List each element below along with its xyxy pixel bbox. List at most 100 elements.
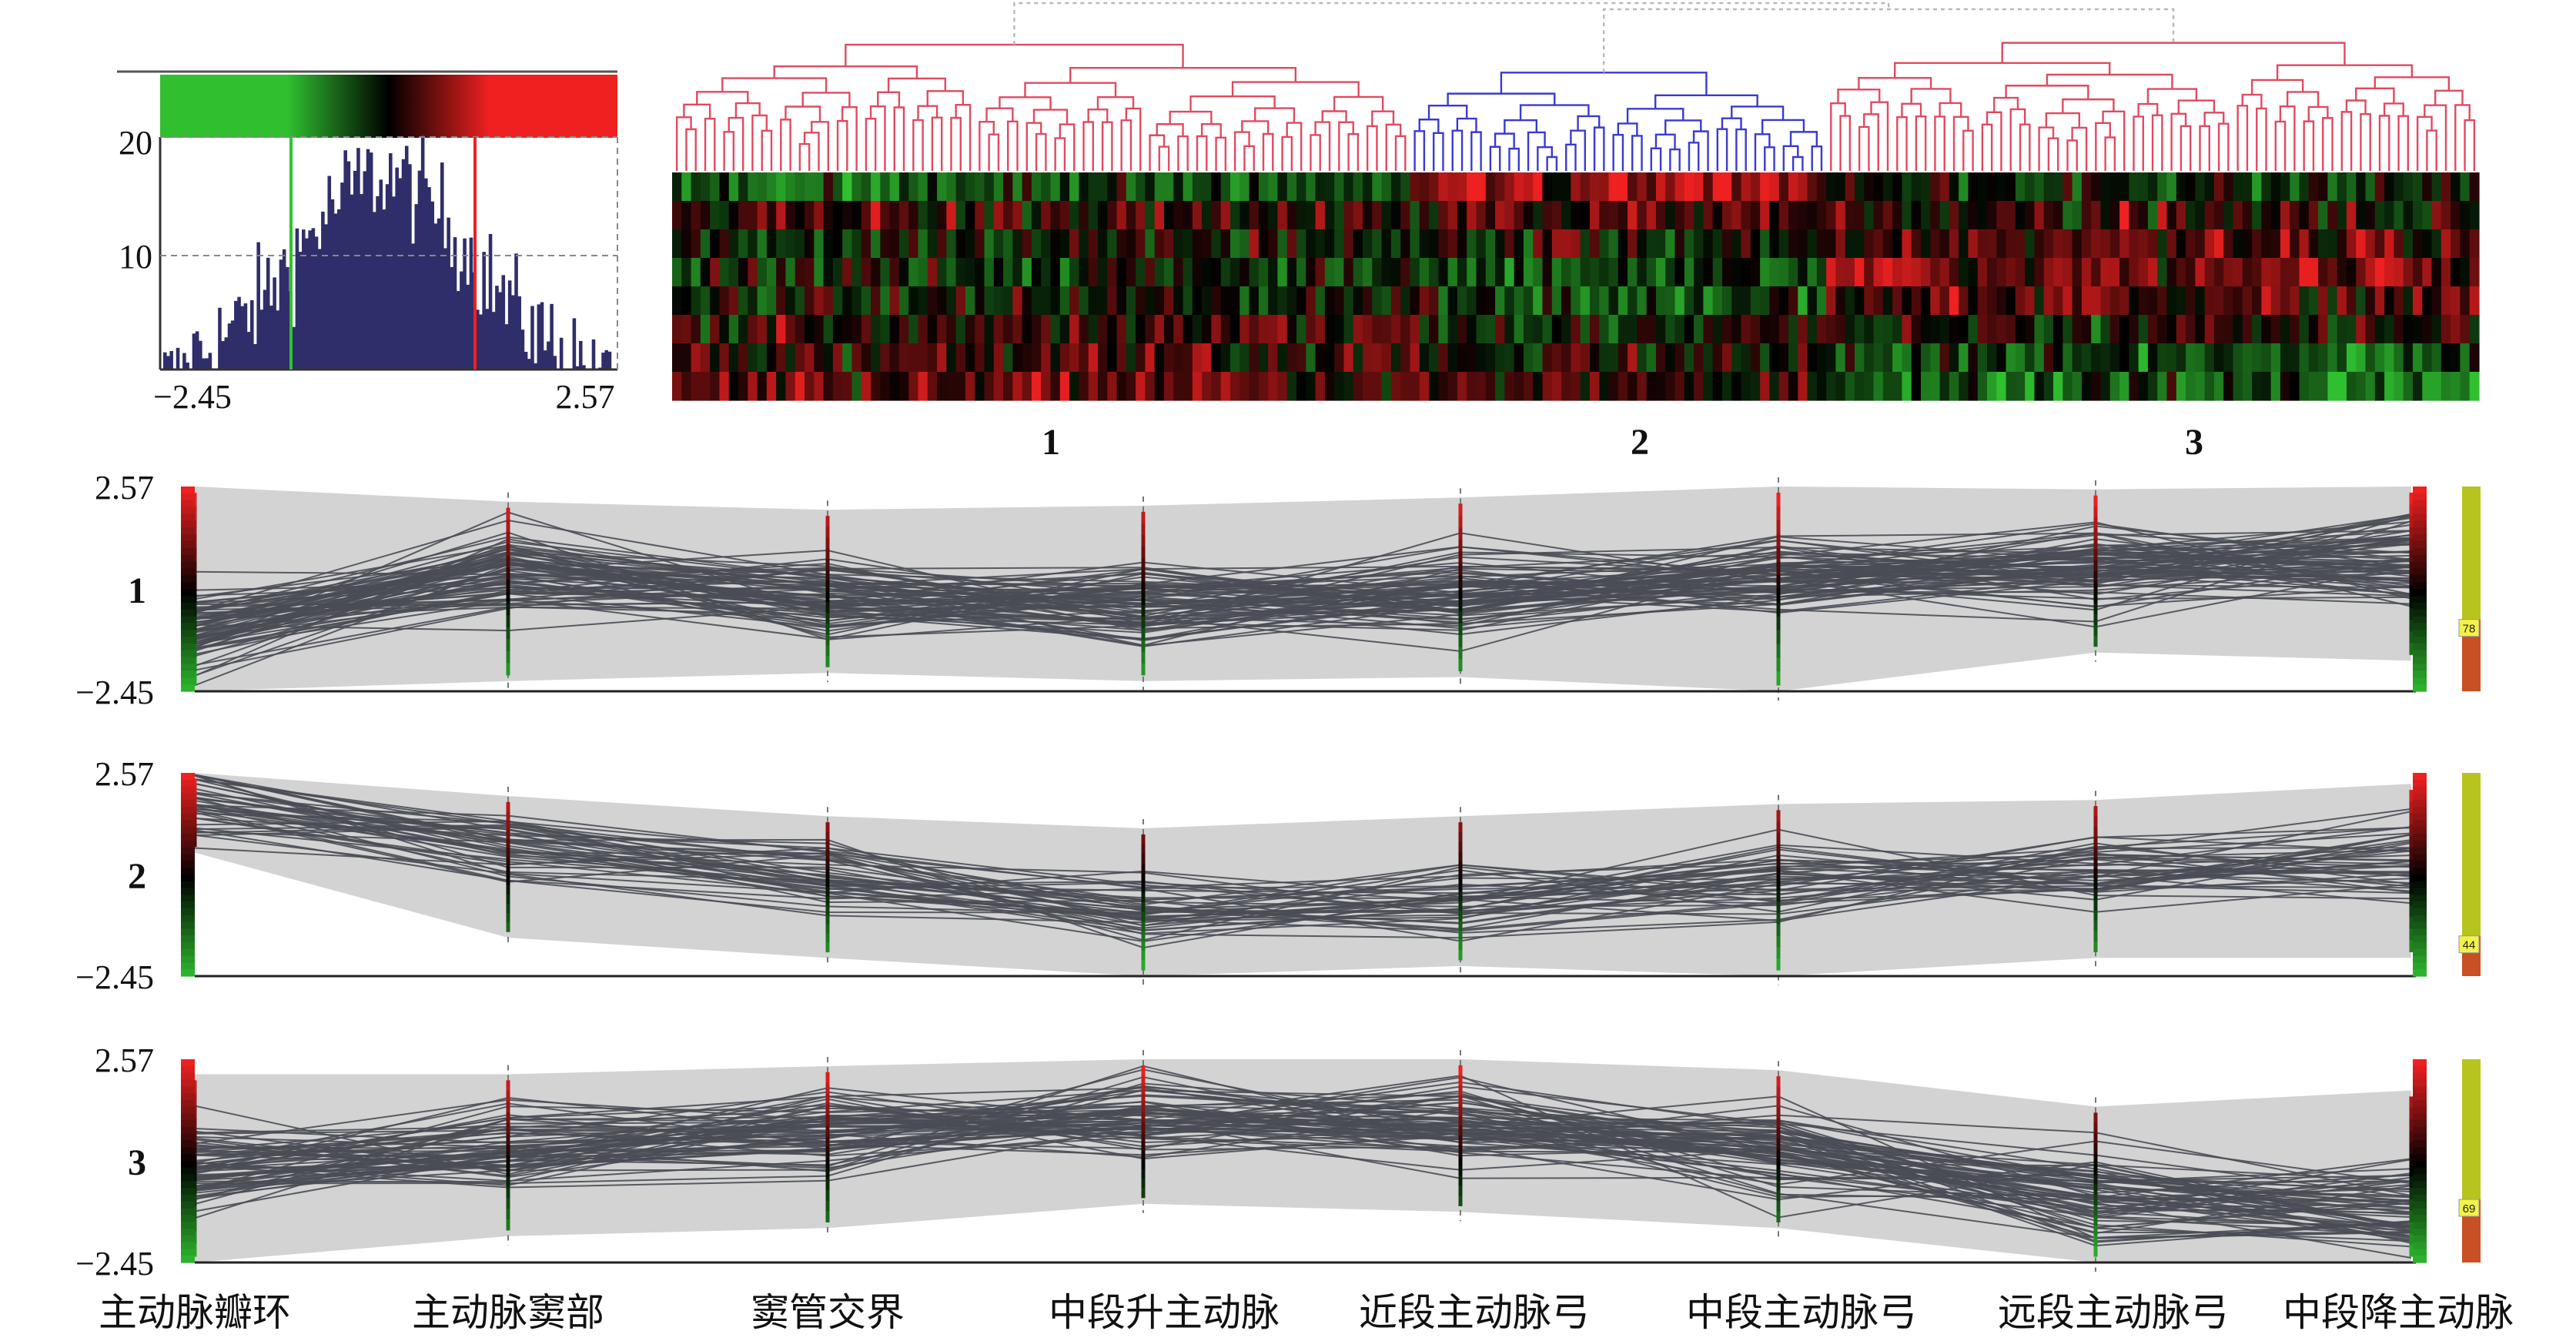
heatmap-cell: [832, 343, 843, 373]
dendrogram-branch: [1054, 137, 1066, 171]
histogram-bar: [186, 362, 189, 370]
profile-line: [194, 792, 2412, 901]
heatmap-cell: [1343, 315, 1354, 344]
heatmap-cell: [2422, 172, 2433, 202]
dendrogram-branch: [1024, 82, 1117, 98]
heatmap-cell: [1381, 343, 1392, 373]
panel-left-color-scale-segment: [181, 657, 195, 665]
dendrogram-branch: [1059, 123, 1076, 171]
dendrogram-branch: [1830, 102, 1846, 171]
heatmap-cell: [1835, 372, 1846, 401]
heatmap-cell: [1551, 172, 1562, 202]
heatmap-cell: [2270, 258, 2281, 287]
axis-value-marker: [2409, 848, 2414, 860]
dendrogram-branch: [1347, 132, 1360, 171]
axis-value-marker: [1141, 902, 1146, 913]
heatmap-cell: [1268, 201, 1279, 230]
heatmap-cell: [1788, 258, 1798, 287]
axis-value-marker: [1458, 1175, 1463, 1186]
axis-value-marker: [825, 1072, 830, 1084]
panel-right-color-scale-segment: [2413, 554, 2427, 563]
heatmap-cell: [691, 172, 701, 202]
histogram-bar: [353, 170, 357, 370]
heatmap-cell: [738, 258, 748, 287]
profile-line: [194, 808, 2412, 901]
profile-line: [194, 1116, 2412, 1209]
heatmap-cell: [946, 315, 957, 344]
heatmap-cell: [1826, 343, 1837, 373]
heatmap-cell: [1012, 172, 1023, 202]
profile-line: [194, 1105, 2412, 1259]
axis-value-marker: [2409, 1153, 2414, 1165]
heatmap-cell: [1807, 372, 1818, 401]
heatmap-cell: [1911, 229, 1922, 259]
dendrogram-branch: [1716, 128, 1728, 171]
heatmap-cell: [1892, 315, 1903, 344]
axis-value-marker: [2409, 871, 2414, 883]
heatmap-cell: [2460, 343, 2471, 373]
heatmap-cell: [1467, 372, 1477, 401]
heatmap-cell: [719, 286, 730, 316]
heatmap-cell: [2006, 172, 2016, 202]
heatmap-cell: [757, 229, 768, 259]
panel-right-color-scale-segment: [2413, 540, 2427, 549]
axis-value-marker: [1776, 1076, 1781, 1088]
panel-right-color-scale-segment: [2413, 854, 2427, 861]
histogram-bar: [430, 201, 434, 370]
heatmap-cell: [2233, 372, 2243, 401]
heatmap-cell: [2109, 201, 2120, 230]
heatmap-cell: [700, 258, 711, 287]
axis-value-marker: [506, 1219, 510, 1231]
axis-value-marker: [2093, 570, 2098, 583]
heatmap-cell: [1003, 229, 1013, 259]
panel-right-color-scale-segment: [2413, 630, 2427, 637]
axis-value-marker: [1141, 547, 1146, 559]
heatmap-cell: [681, 372, 692, 401]
axis-value-marker: [1458, 1145, 1463, 1156]
panel-left-color-scale-segment: [181, 1099, 195, 1108]
profile-line: [194, 1111, 2412, 1235]
heatmap-cell: [993, 286, 1004, 316]
heatmap-cell: [880, 229, 891, 259]
heatmap-cell: [672, 315, 682, 344]
heatmap-cell: [1419, 343, 1430, 373]
dendrogram-branch: [2046, 73, 2173, 89]
panel-right-color-scale-segment: [2413, 1072, 2427, 1080]
heatmap-cell: [1249, 172, 1260, 202]
heatmap-cell: [1126, 172, 1136, 202]
heatmap-cell: [1939, 286, 1950, 316]
heatmap-cell: [2186, 286, 2196, 316]
heatmap-cell: [1599, 372, 1610, 401]
axis-value-marker: [825, 905, 830, 915]
heatmap-cell: [1173, 201, 1184, 230]
heatmap-cell: [1637, 172, 1648, 202]
axis-value-marker: [825, 1082, 830, 1095]
heatmap-cell: [1703, 315, 1714, 344]
panel-left-color-scale-segment: [181, 500, 195, 508]
dendrogram-branch: [1952, 115, 1969, 171]
heatmap-cell: [1041, 172, 1052, 202]
dendrogram-branch: [2274, 120, 2287, 171]
heatmap-cell: [2469, 229, 2480, 259]
axis-value-marker: [1141, 941, 1146, 951]
heatmap-cell: [1022, 343, 1032, 373]
heatmap-cell: [2119, 201, 2129, 230]
axis-value-marker: [1458, 623, 1463, 636]
panel-right-color-scale-segment: [2413, 1222, 2427, 1229]
heatmap-cell: [1589, 258, 1600, 287]
heatmap-cell: [1447, 201, 1458, 230]
heatmap-cell: [2129, 229, 2139, 259]
heatmap-cell: [766, 343, 777, 373]
heatmap-cell: [1987, 315, 1997, 344]
heatmap-cell: [1400, 201, 1411, 230]
heatmap-cell: [1277, 372, 1288, 401]
heatmap-cell: [918, 258, 928, 287]
heatmap-cell: [2308, 172, 2319, 202]
heatmap-cell: [1731, 315, 1742, 344]
heatmap-cell: [1684, 258, 1694, 287]
heatmap-cell: [1400, 315, 1411, 344]
panel-left-color-scale-segment: [181, 534, 195, 542]
dendrogram-branch: [1243, 145, 1255, 171]
heatmap-cell: [2261, 343, 2272, 373]
histogram-bar: [456, 291, 460, 370]
